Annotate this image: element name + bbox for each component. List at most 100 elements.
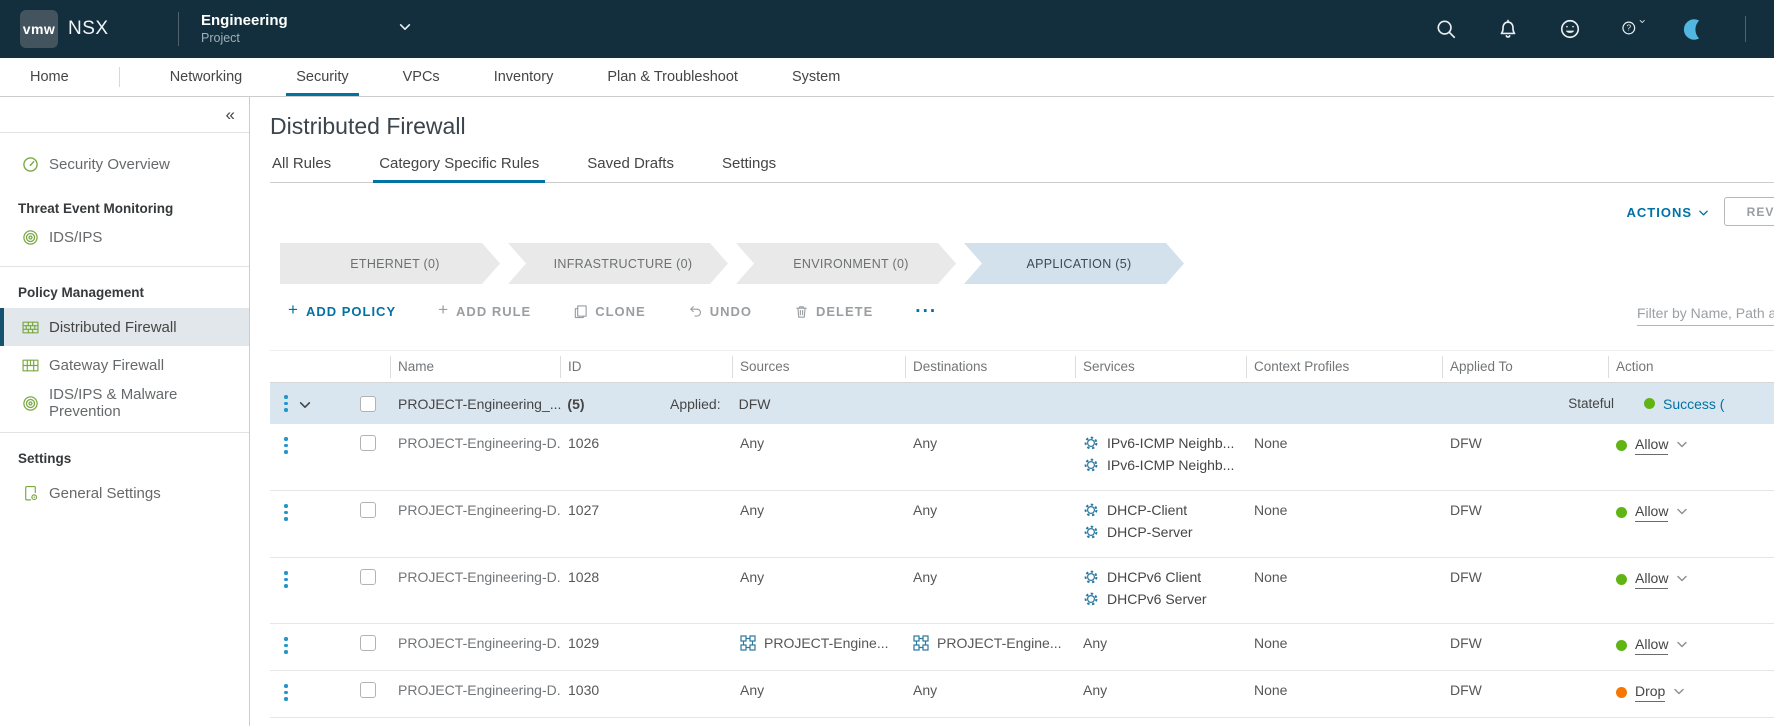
rule-checkbox[interactable] bbox=[360, 569, 376, 585]
rule-sources: PROJECT-Engine... bbox=[732, 624, 905, 670]
actions-dropdown-button[interactable]: ACTIONS bbox=[1627, 205, 1710, 220]
rule-menu-icon[interactable] bbox=[284, 504, 288, 521]
notifications-bell-icon[interactable] bbox=[1497, 17, 1521, 41]
nav-item-inventory[interactable]: Inventory bbox=[493, 69, 554, 85]
sidebar-divider bbox=[0, 432, 249, 433]
tab-settings[interactable]: Settings bbox=[721, 155, 777, 172]
chevron-down-icon bbox=[1639, 20, 1645, 23]
more-actions-button[interactable]: ... bbox=[915, 296, 938, 317]
undo-button[interactable]: UNDO bbox=[688, 304, 752, 319]
target-rings-icon bbox=[22, 229, 39, 246]
sidebar-item-ids-ips[interactable]: IDS/IPS bbox=[0, 218, 249, 256]
tab-category-specific-rules[interactable]: Category Specific Rules bbox=[373, 153, 546, 183]
rule-context-profiles: None bbox=[1254, 435, 1288, 451]
nav-item-networking[interactable]: Networking bbox=[169, 69, 243, 85]
sidebar-section-threat-event-monitoring: Threat Event Monitoring bbox=[18, 200, 174, 216]
clone-label: CLONE bbox=[595, 303, 646, 319]
rule-destinations: Any bbox=[913, 569, 938, 585]
column-header-sources: Sources bbox=[732, 351, 905, 382]
rule-checkbox[interactable] bbox=[360, 682, 376, 698]
search-icon[interactable] bbox=[1435, 17, 1459, 41]
feedback-smiley-icon[interactable] bbox=[1559, 17, 1583, 41]
rule-row-1027: PROJECT-Engineering-D... 1027 Any Any DH… bbox=[270, 491, 1774, 558]
service-gear-icon bbox=[1083, 435, 1099, 451]
clone-icon bbox=[575, 304, 587, 318]
nav-item-vpcs[interactable]: VPCs bbox=[402, 69, 440, 85]
add-rule-button[interactable]: + ADD RULE bbox=[438, 300, 531, 320]
rule-applied-to: DFW bbox=[1450, 435, 1482, 451]
rule-name: PROJECT-Engineering-D... bbox=[398, 682, 560, 698]
policy-checkbox[interactable] bbox=[360, 395, 376, 412]
help-icon[interactable]: ? bbox=[1621, 17, 1645, 41]
trash-icon bbox=[796, 305, 807, 318]
rule-checkbox[interactable] bbox=[360, 435, 376, 451]
success-dot-icon bbox=[1644, 398, 1655, 409]
category-application[interactable]: APPLICATION (5) bbox=[964, 243, 1184, 284]
filter-input[interactable] bbox=[1637, 300, 1774, 326]
allow-dot-icon bbox=[1616, 640, 1627, 651]
chevron-down-icon bbox=[1673, 686, 1685, 697]
gauge-icon bbox=[22, 156, 39, 173]
category-environment[interactable]: ENVIRONMENT (0) bbox=[736, 243, 956, 284]
sidebar-item-general-settings[interactable]: General Settings bbox=[0, 474, 249, 512]
rule-services: DHCPv6 Client DHCPv6 Server bbox=[1075, 558, 1246, 623]
header-icon-group: ? bbox=[1435, 16, 1774, 42]
publish-status[interactable]: Success ( bbox=[1644, 396, 1774, 412]
policy-menu-icon[interactable] bbox=[284, 395, 288, 412]
category-ethernet[interactable]: ETHERNET (0) bbox=[280, 243, 500, 284]
chevron-down-icon bbox=[398, 20, 412, 38]
sidebar-item-ids-ips-malware-prevention[interactable]: IDS/IPS & Malware Prevention bbox=[0, 384, 249, 422]
rule-menu-icon[interactable] bbox=[284, 437, 288, 454]
rule-action-dropdown[interactable]: Allow bbox=[1608, 558, 1774, 623]
sidebar-item-security-overview[interactable]: Security Overview bbox=[0, 145, 249, 183]
rule-checkbox[interactable] bbox=[360, 635, 376, 651]
theme-moon-icon[interactable] bbox=[1683, 17, 1707, 41]
rule-services: IPv6-ICMP Neighb... IPv6-ICMP Neighb... bbox=[1075, 424, 1246, 490]
plus-icon: + bbox=[288, 300, 299, 319]
service-gear-icon bbox=[1083, 524, 1099, 540]
nav-item-home[interactable]: Home bbox=[30, 69, 69, 85]
clone-button[interactable]: CLONE bbox=[573, 304, 646, 319]
delete-button[interactable]: DELETE bbox=[794, 304, 873, 319]
sidebar-section-settings: Settings bbox=[18, 450, 72, 466]
revert-button[interactable]: REVERT bbox=[1724, 197, 1774, 226]
rule-checkbox[interactable] bbox=[360, 502, 376, 518]
service-gear-icon bbox=[1083, 569, 1099, 585]
collapse-policy-chevron-icon[interactable] bbox=[298, 399, 312, 411]
brand: vmw NSX bbox=[0, 10, 178, 48]
rule-menu-icon[interactable] bbox=[284, 684, 288, 701]
rule-action-dropdown[interactable]: Allow bbox=[1608, 424, 1774, 490]
sidebar-item-gateway-firewall[interactable]: Gateway Firewall bbox=[0, 346, 249, 384]
rule-menu-icon[interactable] bbox=[284, 571, 288, 588]
sidebar-collapse-button[interactable]: « bbox=[225, 104, 235, 124]
sidebar-item-distributed-firewall[interactable]: Distributed Firewall bbox=[0, 308, 249, 346]
rule-sources: Any bbox=[740, 435, 765, 451]
rule-action-dropdown[interactable]: Allow bbox=[1608, 491, 1774, 557]
add-policy-button[interactable]: + ADD POLICY bbox=[288, 300, 396, 320]
rule-row-1028: PROJECT-Engineering-D... 1028 Any Any DH… bbox=[270, 558, 1774, 624]
tab-all-rules[interactable]: All Rules bbox=[272, 155, 332, 172]
rule-sources: Any bbox=[740, 682, 765, 698]
rule-name: PROJECT-Engineering-D... bbox=[398, 569, 560, 585]
rule-menu-icon[interactable] bbox=[284, 637, 288, 654]
tab-saved-drafts[interactable]: Saved Drafts bbox=[587, 155, 674, 172]
column-header-destinations: Destinations bbox=[905, 351, 1075, 382]
rule-action-dropdown[interactable]: Drop bbox=[1608, 671, 1774, 717]
rule-action-dropdown[interactable]: Allow bbox=[1608, 624, 1774, 670]
undo-label: UNDO bbox=[709, 303, 752, 319]
nav-item-system[interactable]: System bbox=[791, 69, 841, 85]
distributed-firewall-panel: Distributed Firewall All Rules Category … bbox=[250, 97, 1774, 726]
rule-id: 1026 bbox=[568, 435, 600, 451]
vmware-logo[interactable]: vmw bbox=[20, 10, 58, 48]
nav-item-plan-troubleshoot[interactable]: Plan & Troubleshoot bbox=[607, 69, 738, 85]
chevron-down-icon bbox=[1699, 210, 1708, 215]
sidebar-item-label: IDS/IPS bbox=[49, 228, 103, 246]
undo-icon bbox=[689, 305, 701, 317]
category-infrastructure[interactable]: INFRASTRUCTURE (0) bbox=[508, 243, 728, 284]
nav-item-security[interactable]: Security bbox=[286, 58, 360, 96]
chevron-down-icon bbox=[1676, 439, 1688, 450]
rule-row-1026: PROJECT-Engineering-D... 1026 Any Any IP… bbox=[270, 424, 1774, 491]
sidebar-item-label: IDS/IPS & Malware Prevention bbox=[49, 386, 178, 420]
project-switcher[interactable]: Engineering Project bbox=[201, 12, 412, 46]
